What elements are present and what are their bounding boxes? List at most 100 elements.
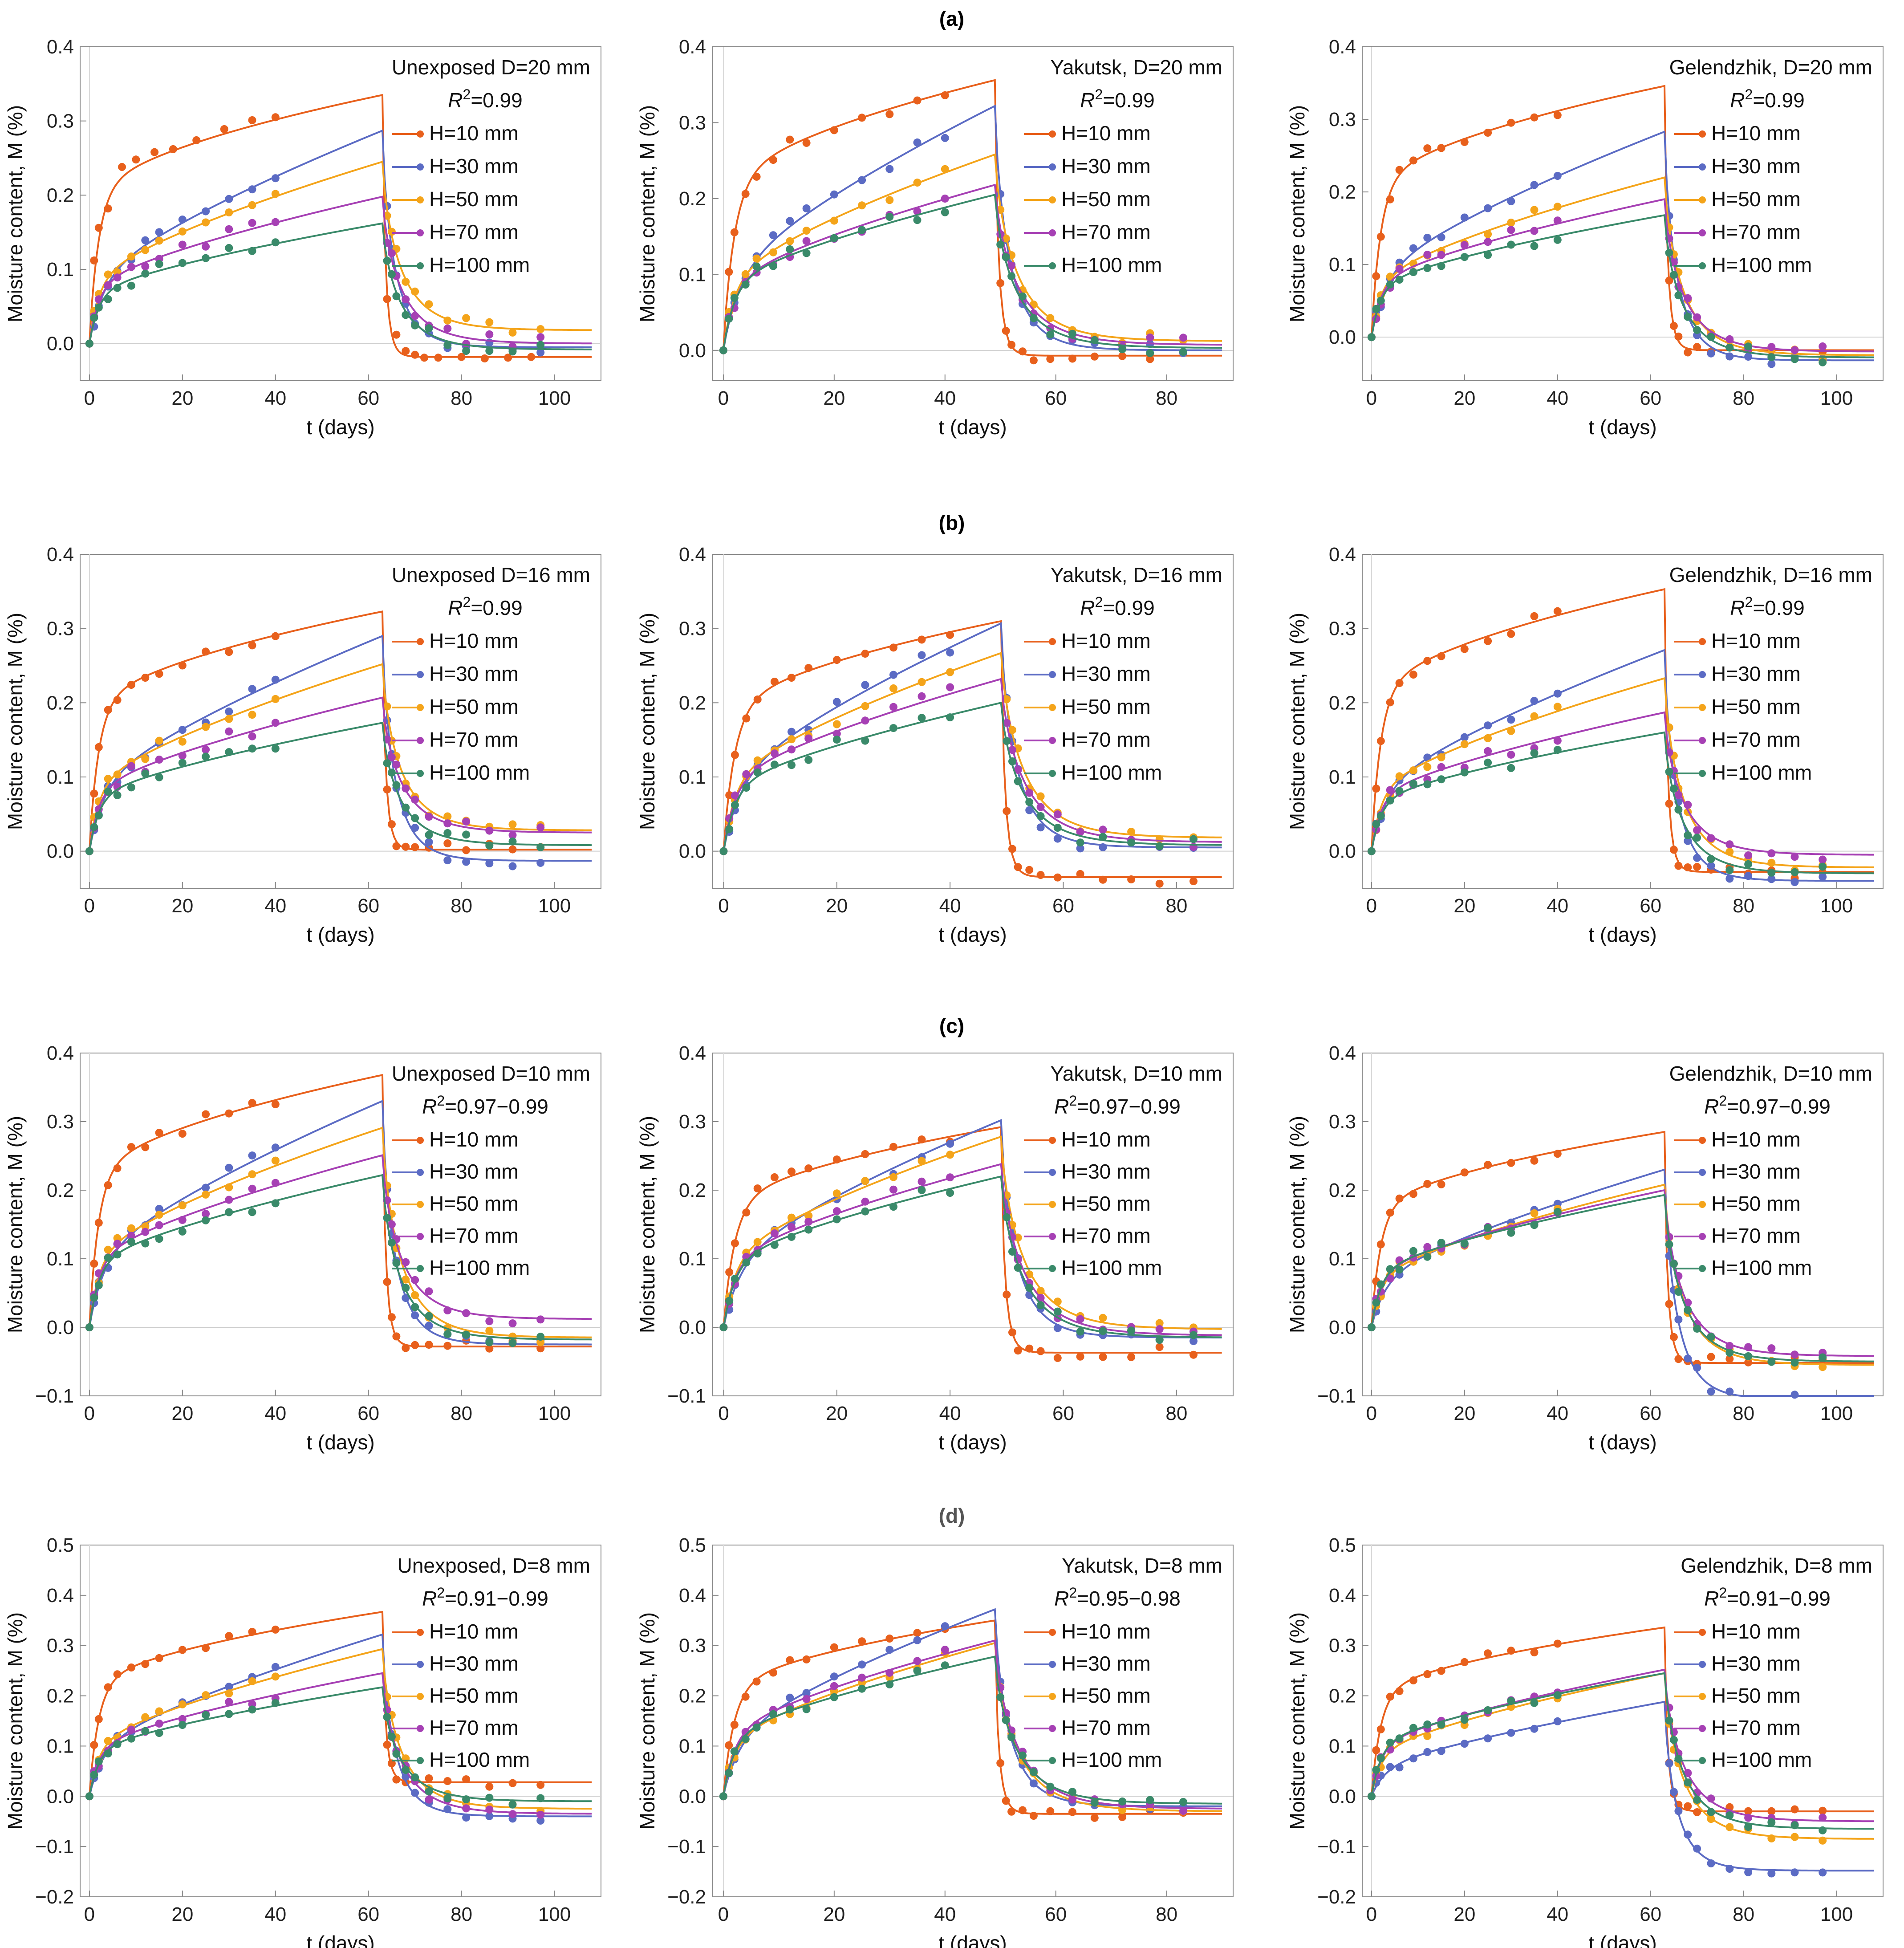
legend-swatch-point bbox=[417, 1725, 424, 1732]
series-line bbox=[88, 160, 592, 344]
legend-entry-label: H=10 mm bbox=[1061, 1128, 1151, 1151]
series-point bbox=[1008, 1328, 1016, 1337]
series-point bbox=[885, 1668, 894, 1677]
series-point bbox=[1707, 834, 1715, 842]
series-line bbox=[723, 622, 1222, 852]
chart-panel: 0.0 0.1 0.2 0.3 0.4 0 20 40 60 80 t (days) Moisture… bbox=[636, 544, 1234, 946]
series-point bbox=[178, 726, 187, 734]
series-point bbox=[1437, 1720, 1445, 1729]
series-point bbox=[104, 270, 112, 279]
panel-title: Gelendzhik, D=16 mm bbox=[1669, 563, 1872, 586]
series-line bbox=[88, 696, 592, 851]
legend-swatch-point bbox=[1699, 1757, 1706, 1764]
series-point bbox=[155, 773, 163, 781]
series-point bbox=[155, 1235, 163, 1243]
series-point bbox=[85, 847, 93, 855]
series-point bbox=[392, 760, 401, 769]
series-point bbox=[1437, 775, 1445, 784]
series-point bbox=[1376, 737, 1385, 745]
legend-swatch-point bbox=[417, 1169, 424, 1176]
series-point bbox=[1460, 733, 1469, 741]
series-point bbox=[1386, 796, 1394, 805]
series-point bbox=[1674, 1315, 1683, 1324]
series-point bbox=[1046, 330, 1055, 339]
series-point bbox=[752, 254, 761, 263]
chart-panel: 0.0 0.1 0.2 0.3 0.4 0 20 40 60 80 100 t (days) Moist… bbox=[4, 544, 601, 946]
series-line bbox=[723, 678, 1222, 852]
series-point bbox=[383, 295, 391, 303]
series-point bbox=[113, 1670, 122, 1679]
series-point bbox=[725, 1769, 733, 1777]
series-point bbox=[1099, 843, 1107, 851]
x-tick-label: 20 bbox=[1453, 1903, 1475, 1925]
series-point bbox=[104, 787, 112, 796]
legend-swatch-point bbox=[1699, 1233, 1706, 1240]
series-point bbox=[769, 1668, 777, 1677]
r-squared-label: R2=0.99 bbox=[448, 86, 522, 112]
legend-swatch-point bbox=[1699, 262, 1706, 269]
series-point bbox=[1530, 206, 1539, 214]
series-point bbox=[127, 1143, 135, 1151]
legend-entry-label: H=100 mm bbox=[1711, 761, 1812, 784]
series-point bbox=[1484, 204, 1492, 212]
legend-entry-label: H=30 mm bbox=[429, 1652, 519, 1675]
series-point bbox=[1118, 1813, 1127, 1821]
series-point bbox=[225, 225, 233, 233]
series-point bbox=[271, 190, 280, 198]
series-point bbox=[861, 1150, 869, 1158]
series-point bbox=[1076, 1315, 1084, 1323]
series-point bbox=[94, 1757, 103, 1766]
series-point bbox=[1372, 1766, 1380, 1774]
series-point bbox=[536, 348, 545, 357]
y-tick-label: −0.1 bbox=[667, 1836, 706, 1858]
legend-swatch-point bbox=[417, 1265, 424, 1272]
series-point bbox=[1725, 352, 1734, 361]
series-point bbox=[202, 1110, 210, 1118]
series-point bbox=[730, 1720, 739, 1729]
series-point bbox=[1460, 1240, 1469, 1248]
series-point bbox=[1669, 1788, 1678, 1796]
legend-entry-label: H=100 mm bbox=[1711, 1256, 1812, 1279]
series-point bbox=[443, 341, 452, 349]
y-tick-label: 0.3 bbox=[47, 618, 74, 640]
series-point bbox=[90, 313, 98, 322]
series-point bbox=[1008, 746, 1016, 754]
series-point bbox=[1076, 838, 1084, 847]
series-point bbox=[1553, 1691, 1562, 1700]
series-line bbox=[88, 634, 592, 862]
series-point bbox=[913, 216, 922, 224]
series-point bbox=[1507, 1728, 1515, 1737]
series-point bbox=[946, 1139, 954, 1148]
series-point bbox=[1189, 877, 1198, 885]
series-point bbox=[485, 1782, 494, 1791]
y-tick-label: 0.3 bbox=[47, 110, 74, 132]
series-point bbox=[1068, 329, 1076, 338]
y-tick-label: 0.2 bbox=[679, 1179, 706, 1201]
series-point bbox=[141, 1239, 150, 1248]
y-axis-label: Moisture content, M (%) bbox=[1286, 1116, 1309, 1333]
series-point bbox=[1386, 280, 1394, 289]
series-point bbox=[788, 728, 796, 736]
series-point bbox=[1460, 213, 1469, 222]
series-point bbox=[913, 207, 922, 216]
plot-frame bbox=[1362, 1545, 1884, 1897]
series-point bbox=[425, 1787, 433, 1796]
series-point bbox=[941, 91, 949, 99]
series-point bbox=[788, 761, 796, 769]
series-point bbox=[1790, 1833, 1799, 1841]
series-point bbox=[383, 785, 391, 794]
series-point bbox=[753, 1249, 762, 1258]
series-point bbox=[178, 227, 187, 236]
x-tick-label: 60 bbox=[1640, 1903, 1661, 1925]
series-point bbox=[1693, 1844, 1701, 1853]
series-point bbox=[1409, 779, 1417, 788]
y-tick-label: 0.1 bbox=[47, 766, 74, 788]
series-point bbox=[402, 1284, 410, 1292]
series-point bbox=[788, 1232, 796, 1241]
series-point bbox=[392, 1749, 401, 1758]
series-line bbox=[88, 1154, 592, 1328]
series-point bbox=[225, 748, 233, 756]
series-point bbox=[425, 831, 433, 839]
series-point bbox=[788, 674, 796, 682]
series-point bbox=[1684, 1306, 1692, 1314]
